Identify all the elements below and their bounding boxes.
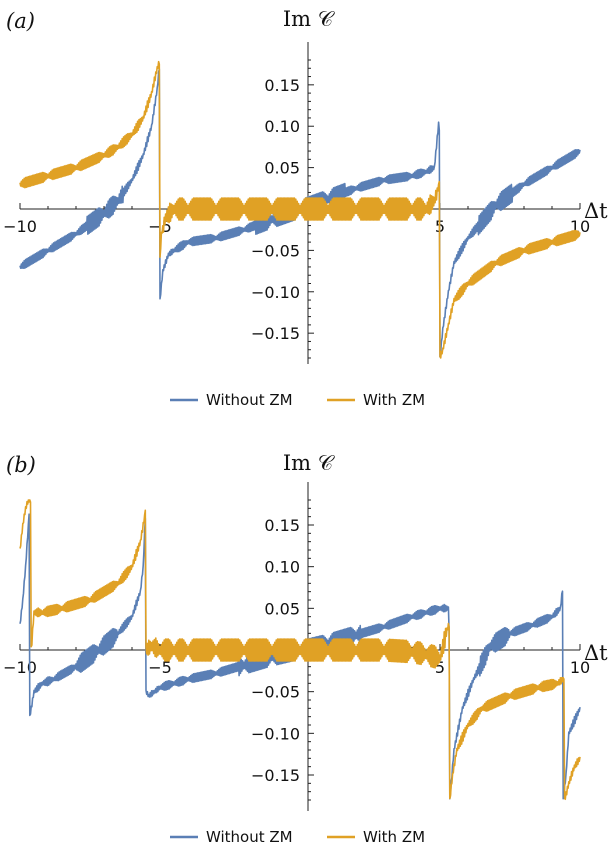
legend-label-with: With ZM bbox=[363, 391, 425, 409]
series-line-without-zm bbox=[19, 513, 581, 800]
legend-a: Without ZM With ZM bbox=[170, 391, 425, 409]
legend-label-without: Without ZM bbox=[206, 828, 293, 846]
x-tick-label: −10 bbox=[3, 217, 37, 236]
panel-a: (a) Im 𝒞 Δt −10 −5 5 10−0.15−0.10−0.050.050… bbox=[3, 7, 608, 409]
y-tick-label: 0.15 bbox=[264, 76, 300, 95]
x-axis-title-a: Δt bbox=[584, 199, 608, 223]
series-layer-b bbox=[19, 499, 581, 801]
y-tick-label: 0.10 bbox=[264, 117, 300, 136]
y-tick-label: −0.05 bbox=[251, 241, 300, 260]
y-tick-label: −0.15 bbox=[251, 766, 300, 785]
series-line-with-zm bbox=[19, 499, 581, 801]
series-line-with-zm bbox=[19, 60, 581, 359]
y-tick-label: 0.15 bbox=[264, 516, 300, 535]
x-tick-label: −5 bbox=[148, 658, 172, 677]
x-axis-title-b: Δt bbox=[584, 641, 608, 665]
x-tick-label: −10 bbox=[3, 658, 37, 677]
panel-label-a: (a) bbox=[6, 9, 35, 33]
y-axis-title-b: Im 𝒞 bbox=[283, 451, 335, 475]
axes-b: −10 −5 5 10 −0.15 −0.10 −0.05 0.05 0.10 0.15 bbox=[3, 482, 590, 811]
y-tick-label: −0.15 bbox=[251, 324, 300, 343]
y-tick-label: 0.05 bbox=[264, 599, 300, 618]
y-tick-label: −0.05 bbox=[251, 683, 300, 702]
y-tick-label: 0.05 bbox=[264, 159, 300, 178]
series-layer-a bbox=[19, 60, 581, 359]
y-tick-label: −0.10 bbox=[251, 283, 300, 302]
y-axis-title-a: Im 𝒞 bbox=[283, 7, 335, 31]
panel-label-b: (b) bbox=[6, 453, 36, 477]
x-tick-label: 10 bbox=[570, 658, 590, 677]
x-tick-label: 5 bbox=[435, 658, 445, 677]
y-tick-label: 0.10 bbox=[264, 558, 300, 577]
legend-b: Without ZM With ZM bbox=[170, 828, 425, 846]
y-tick-label: −0.10 bbox=[251, 724, 300, 743]
legend-label-without: Without ZM bbox=[206, 391, 293, 409]
panel-b: (b) Im 𝒞 Δt −10 −5 5 10 −0.15 −0.10 −0.05 0.05 0… bbox=[3, 451, 608, 846]
legend-label-with: With ZM bbox=[363, 828, 425, 846]
